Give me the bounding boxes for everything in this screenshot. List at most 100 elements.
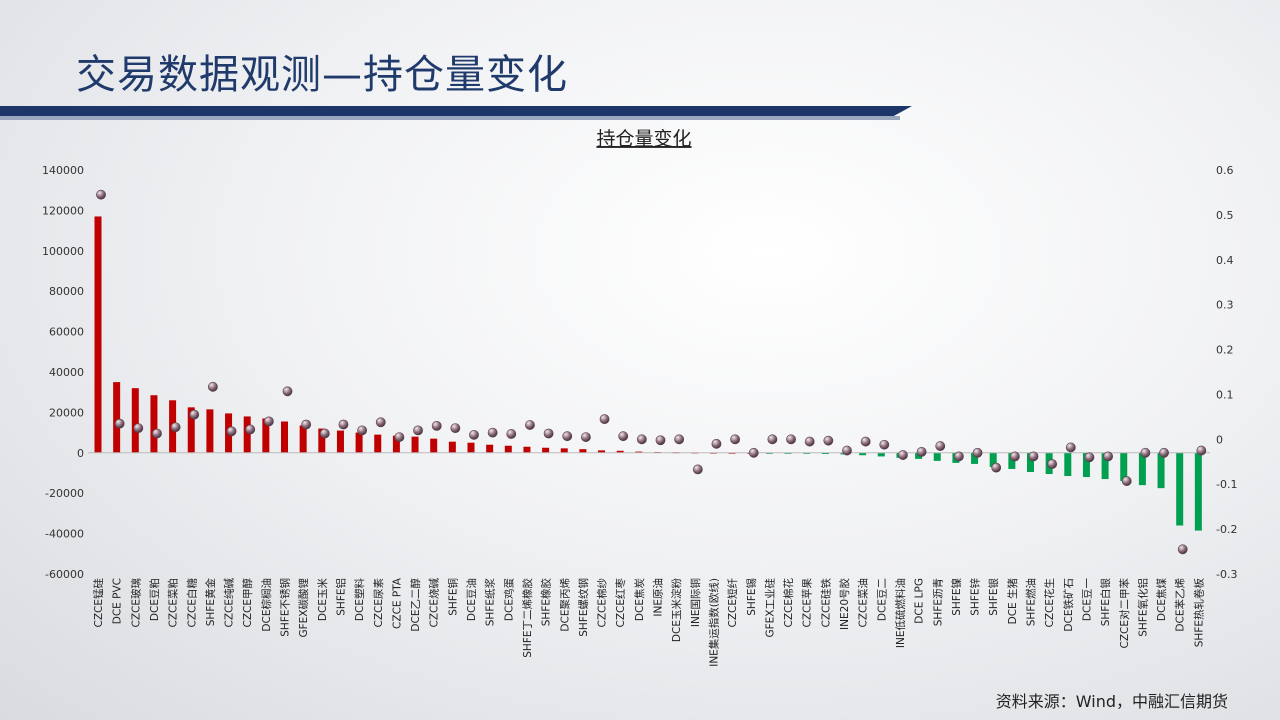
x-axis-labels: CZCE锰硅 DCE PVC CZCE玻璃 DCE豆粕 CZCE菜粕 CZCE白糖 SHFE…	[92, 577, 1205, 667]
x-tick-label: SHFE银	[987, 578, 1000, 616]
marker-point	[487, 427, 498, 438]
x-tick-label: CZCE苹果	[801, 578, 814, 628]
marker-point	[599, 414, 610, 425]
marker-point	[1121, 476, 1132, 486]
bar	[616, 450, 624, 453]
x-tick-label: CZCE花生	[1043, 578, 1056, 628]
right-tick-label: 0.3	[1216, 299, 1234, 312]
page-title: 交易数据观测—持仓量变化	[76, 52, 568, 98]
marker-point	[655, 435, 666, 446]
bar	[94, 216, 102, 453]
marker-point	[1084, 452, 1095, 463]
left-axis: 140000 120000 100000 80000 60000 40000 20000 0 -…	[42, 164, 84, 581]
marker-point	[581, 432, 591, 442]
bar	[150, 395, 158, 453]
marker-point	[954, 451, 964, 462]
marker-point	[1196, 445, 1207, 456]
bar	[318, 428, 326, 453]
marker-point	[748, 447, 759, 458]
x-tick-label: SHFE锌	[969, 578, 982, 616]
marker-point	[1009, 451, 1020, 462]
marker-point	[1065, 442, 1076, 453]
header: 交易数据观测—持仓量变化	[0, 0, 1280, 120]
bar	[374, 434, 382, 453]
bar	[336, 430, 344, 453]
x-tick-label: CZCE菜油	[857, 578, 870, 628]
marker-point	[226, 426, 237, 437]
bar	[1120, 452, 1128, 482]
marker-point	[842, 445, 852, 456]
right-axis: 0.6 0.5 0.4 0.3 0.2 0.1 0 -0.1 -0.2 -0.3	[1216, 164, 1237, 581]
x-tick-label: CZCE短纤	[726, 578, 739, 628]
marker-point	[96, 189, 106, 200]
x-tick-label: DCE铁矿石	[1062, 578, 1075, 632]
x-tick-label: SHFE白银	[1099, 578, 1112, 627]
bar	[542, 447, 550, 453]
marker-point	[860, 436, 871, 447]
bar	[262, 418, 270, 453]
x-tick-label: CZCE红枣	[614, 578, 627, 628]
marker-point	[469, 429, 479, 440]
x-tick-label: SHFE锡	[745, 578, 758, 616]
bar	[281, 421, 288, 453]
marker-point	[636, 434, 647, 445]
x-tick-label: GFEX碳酸锂	[297, 578, 310, 638]
source-note: 资料来源：Wind，中融汇信期货	[995, 692, 1228, 711]
bar	[877, 452, 885, 457]
marker-point	[823, 435, 834, 446]
bar	[187, 407, 195, 453]
bar	[933, 452, 941, 461]
marker-point	[935, 441, 946, 451]
bar	[579, 449, 587, 453]
x-tick-label: DCE豆粕	[148, 578, 161, 621]
x-tick-label: SHFE橡胶	[540, 578, 553, 627]
x-tick-label: CZCE尿素	[372, 578, 385, 628]
marker-point	[991, 462, 1002, 473]
marker-point	[916, 447, 927, 457]
left-tick-label: 0	[77, 447, 84, 460]
marker-point	[319, 428, 330, 439]
x-tick-label: CZCE PTA	[391, 577, 403, 629]
left-tick-label: -20000	[45, 487, 84, 500]
x-tick-label: INE国际铜	[690, 578, 702, 627]
x-tick-label: DCE豆一	[1081, 578, 1093, 622]
x-tick-label: DCE焦炭	[633, 578, 646, 622]
x-tick-label: DCE焦煤	[1155, 578, 1168, 622]
left-tick-label: -40000	[45, 528, 84, 541]
x-tick-label: DCE玉米淀粉	[670, 578, 683, 643]
x-tick-label: SHFE沥青	[931, 578, 944, 626]
marker-point	[1140, 447, 1151, 458]
bar	[430, 438, 438, 453]
x-tick-label: DCE鸡蛋	[502, 578, 515, 622]
x-tick-label: CZCE棉花	[782, 578, 795, 628]
marker-point	[879, 439, 890, 450]
marker-point	[263, 416, 274, 427]
x-tick-label: DCE乙二醇	[409, 578, 422, 632]
x-tick-label: DCE LPG	[914, 578, 926, 624]
marker-point	[972, 447, 983, 458]
x-tick-label: DCE豆油	[465, 578, 478, 621]
marker-point	[357, 425, 367, 436]
x-tick-label: DCE聚丙烯	[558, 578, 571, 632]
left-tick-label: 20000	[49, 406, 84, 419]
right-tick-label: -0.1	[1216, 478, 1237, 491]
bar	[1157, 452, 1165, 489]
x-tick-label: INE原油	[652, 578, 665, 617]
bar	[859, 452, 867, 456]
left-tick-label: 60000	[49, 326, 84, 339]
marker-point	[525, 420, 535, 430]
right-tick-label: 0.6	[1216, 164, 1234, 177]
x-tick-label: DCE 生猪	[1006, 578, 1019, 625]
marker-point	[394, 432, 405, 442]
marker-point	[730, 434, 740, 445]
bar-series	[94, 216, 1202, 531]
x-tick-label: INE低硫燃料油	[894, 578, 907, 648]
bar	[504, 445, 512, 453]
bar	[1064, 452, 1072, 477]
marker-point	[786, 434, 796, 445]
bar	[131, 388, 139, 453]
bar	[971, 452, 979, 464]
bar	[1008, 452, 1016, 469]
